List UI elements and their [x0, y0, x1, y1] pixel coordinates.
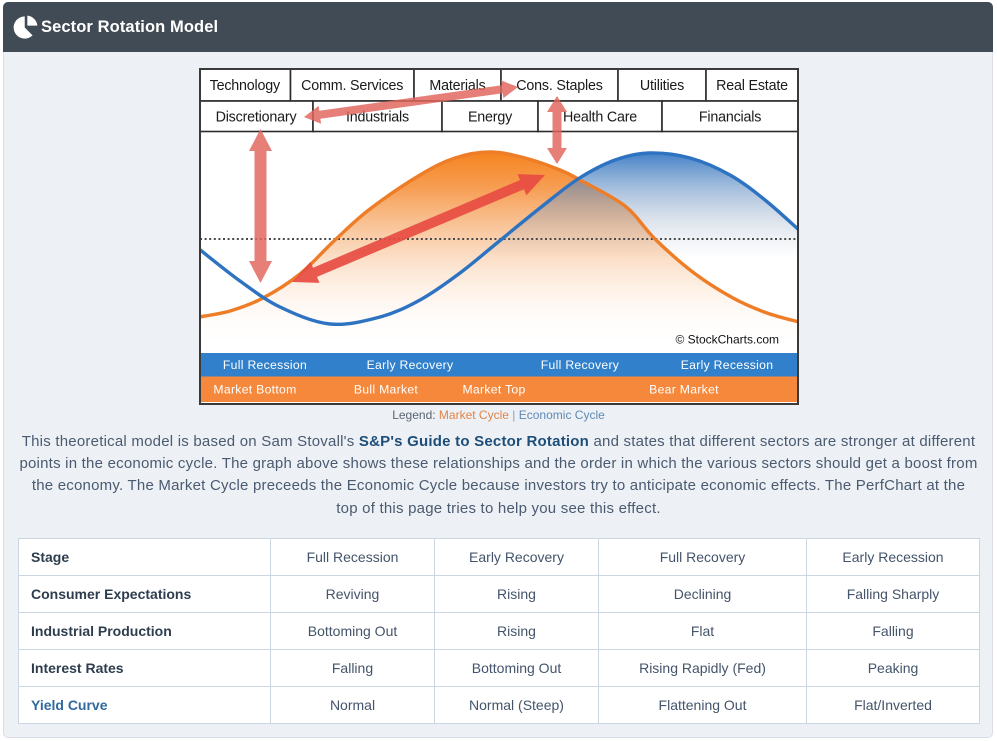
- svg-text:Health Care: Health Care: [563, 110, 637, 126]
- svg-text:Discretionary: Discretionary: [216, 110, 298, 126]
- svg-text:Real Estate: Real Estate: [716, 78, 788, 94]
- svg-text:Financials: Financials: [699, 110, 761, 126]
- svg-text:Early Recovery: Early Recovery: [367, 358, 454, 372]
- svg-text:Full Recovery: Full Recovery: [541, 358, 620, 372]
- svg-text:Utilities: Utilities: [640, 78, 684, 94]
- svg-text:Market Top: Market Top: [462, 383, 525, 397]
- svg-text:Bull Market: Bull Market: [354, 383, 419, 397]
- svg-text:Comm. Services: Comm. Services: [301, 78, 403, 94]
- svg-text:Market Bottom: Market Bottom: [213, 383, 296, 397]
- svg-text:Full Recession: Full Recession: [223, 358, 307, 372]
- svg-text:Bear Market: Bear Market: [649, 383, 719, 397]
- svg-text:Industrials: Industrials: [346, 110, 409, 126]
- svg-text:Energy: Energy: [468, 110, 513, 126]
- svg-text:Early Recession: Early Recession: [681, 358, 774, 372]
- svg-text:Technology: Technology: [210, 78, 281, 94]
- svg-text:Cons. Staples: Cons. Staples: [516, 78, 602, 94]
- svg-text:© StockCharts.com: © StockCharts.com: [675, 333, 779, 347]
